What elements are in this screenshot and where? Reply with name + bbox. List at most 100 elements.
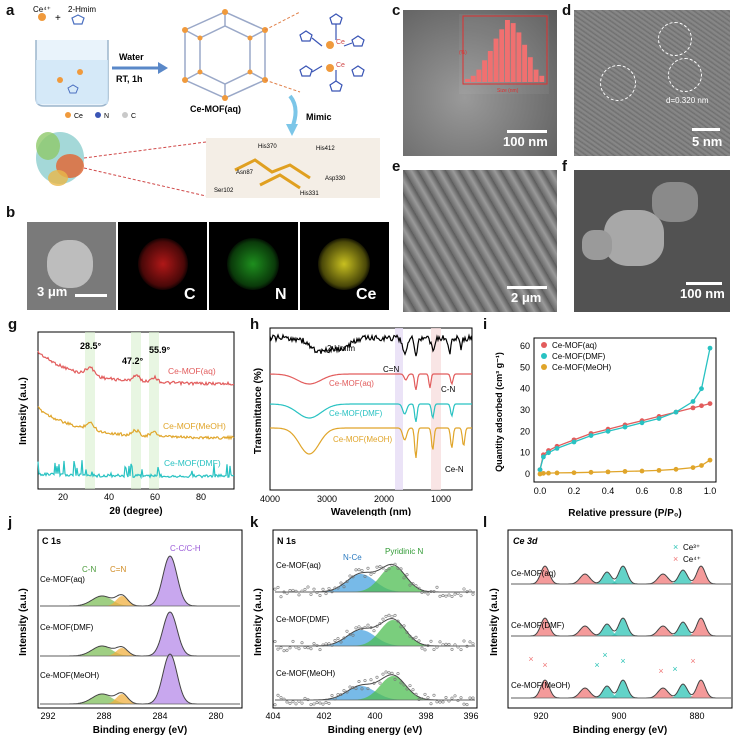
xps-data-point	[384, 614, 388, 618]
xrd-legend-dmf: Ce-MOF(DMF)	[164, 458, 221, 468]
n1s-xtick-1: 402	[316, 711, 331, 721]
xps-data-point	[450, 696, 454, 700]
ftir-xtick-0: 4000	[260, 494, 280, 504]
plus-sign: +	[55, 13, 61, 24]
xps-data-point	[324, 700, 328, 704]
xps-data-point	[315, 591, 319, 595]
xps-data-point	[429, 639, 433, 643]
bet-point	[541, 470, 546, 476]
hist-ylabel: (%)	[459, 50, 467, 56]
xps-data-point	[468, 696, 472, 700]
panel-label-f: f	[562, 158, 567, 175]
ce3d-series-aq: Ce-MOF(aq)	[511, 569, 556, 578]
hist-xlabel: Size (nm)	[497, 88, 519, 94]
xps-data-point	[396, 619, 400, 623]
xps-data-point	[309, 703, 313, 707]
xps-data-point	[318, 648, 322, 652]
xps-data-point	[405, 573, 409, 577]
bet-point	[673, 466, 679, 472]
bet-chart: 0 10 20 30 40 50 60 0.0 0.2 0.4 0.6 0.8 1.0 Ce-MOF(…	[494, 337, 717, 519]
n1s-xtick-0: 404	[265, 711, 280, 721]
xps-data-point	[273, 587, 277, 591]
bet-point	[690, 399, 696, 404]
xps-data-point	[462, 639, 466, 643]
xps-data-point	[366, 623, 370, 627]
xps-ce3d-chart: Ce 3d × × ××× ××× × Ce³⁺ × Ce⁴⁺ Ce-MOF(aq) …	[489, 529, 733, 736]
xps-component	[511, 618, 731, 636]
n1s-series-dmf: Ce-MOF(DMF)	[276, 615, 330, 624]
xps-component	[511, 618, 731, 636]
product-label: Ce-MOF(aq)	[190, 104, 241, 114]
bet-point	[546, 470, 551, 476]
bet-point	[554, 470, 560, 476]
ce3d-xtick-1: 900	[611, 711, 626, 721]
xps-data-point	[378, 681, 382, 685]
xps-data-point	[411, 582, 415, 586]
xps-data-point	[441, 594, 445, 598]
xps-data-point	[459, 648, 463, 652]
xps-data-point	[369, 626, 373, 630]
bet-ytick: 40	[520, 384, 530, 394]
xps-data-point	[387, 671, 391, 675]
residue-5: Ser102	[214, 188, 234, 194]
ce-site-label-1: Ce	[336, 39, 345, 46]
ftir-chart: 2-Hmim Ce-MOF(aq) Ce-MOF(DMF) Ce-MOF(MeO…	[253, 327, 473, 516]
xps-data-point	[438, 640, 442, 644]
xps-data-point	[384, 568, 388, 572]
c1s-plot-frame	[37, 529, 243, 709]
ftir-xtick-2: 2000	[374, 494, 394, 504]
ftir-legend-meoh: Ce-MOF(MeOH)	[333, 435, 392, 444]
bet-point	[639, 420, 645, 426]
ce3d-peak-marker: ×	[594, 660, 599, 670]
ce3d-peak-marker: ×	[528, 654, 533, 664]
xps-component	[511, 566, 731, 584]
ce3d-series-dmf: Ce-MOF(DMF)	[511, 621, 565, 630]
xps-data-point	[291, 700, 295, 704]
xps-data-point	[276, 693, 280, 697]
xrd-series-dmf	[37, 460, 235, 480]
ce3d-ylabel: Intensity (a.u.)	[489, 588, 500, 656]
bet-xtick: 0.8	[670, 486, 683, 496]
xps-data-point	[351, 633, 355, 637]
coordination-structure	[299, 13, 365, 92]
xps-data-point	[471, 592, 475, 596]
eds-map-label-n: N	[275, 286, 287, 303]
xps-data-point	[432, 647, 436, 651]
xps-component	[40, 596, 240, 606]
xps-data-point	[345, 580, 349, 584]
bet-point	[699, 403, 704, 409]
n1s-plot-frame	[272, 529, 478, 709]
bet-point	[554, 446, 560, 451]
xps-data-point	[312, 702, 316, 706]
ftir-legend-ligand: 2-Hmim	[327, 344, 355, 353]
xps-data-point	[411, 636, 415, 640]
residue-6: His331	[300, 191, 319, 197]
n1s-comp-nce: N-Ce	[343, 553, 362, 562]
n1s-comp-pyr: Pyridinic N	[385, 547, 423, 556]
xps-data-point	[336, 637, 340, 641]
xps-data-point	[414, 584, 418, 588]
xps-data-point	[318, 701, 322, 705]
ce3d-series-meoh: Ce-MOF(MeOH)	[511, 681, 570, 690]
xps-data-point	[300, 701, 304, 705]
xps-data-point	[357, 679, 361, 683]
hist-bar	[470, 75, 476, 82]
xps-data-point	[459, 696, 463, 700]
xps-data-point	[381, 566, 385, 570]
ce3d-xtick-2: 880	[689, 711, 704, 721]
xrd-highlight-3	[149, 332, 159, 489]
xps-data-point	[321, 702, 325, 706]
xps-data-point	[336, 693, 340, 697]
mimic-arrow	[288, 94, 298, 129]
xps-envelope	[511, 679, 731, 699]
xps-data-point	[282, 649, 286, 653]
xps-data-point	[354, 568, 358, 572]
residue-3: Asn87	[236, 170, 254, 176]
sem-image-b: 3 μm	[27, 222, 116, 310]
xps-data-point	[426, 643, 430, 647]
c1s-ylabel: Intensity (a.u.)	[18, 588, 29, 656]
xps-component	[511, 680, 731, 698]
xps-data-point	[429, 589, 433, 593]
xps-data-point	[378, 622, 382, 626]
xps-data-point	[375, 675, 379, 679]
